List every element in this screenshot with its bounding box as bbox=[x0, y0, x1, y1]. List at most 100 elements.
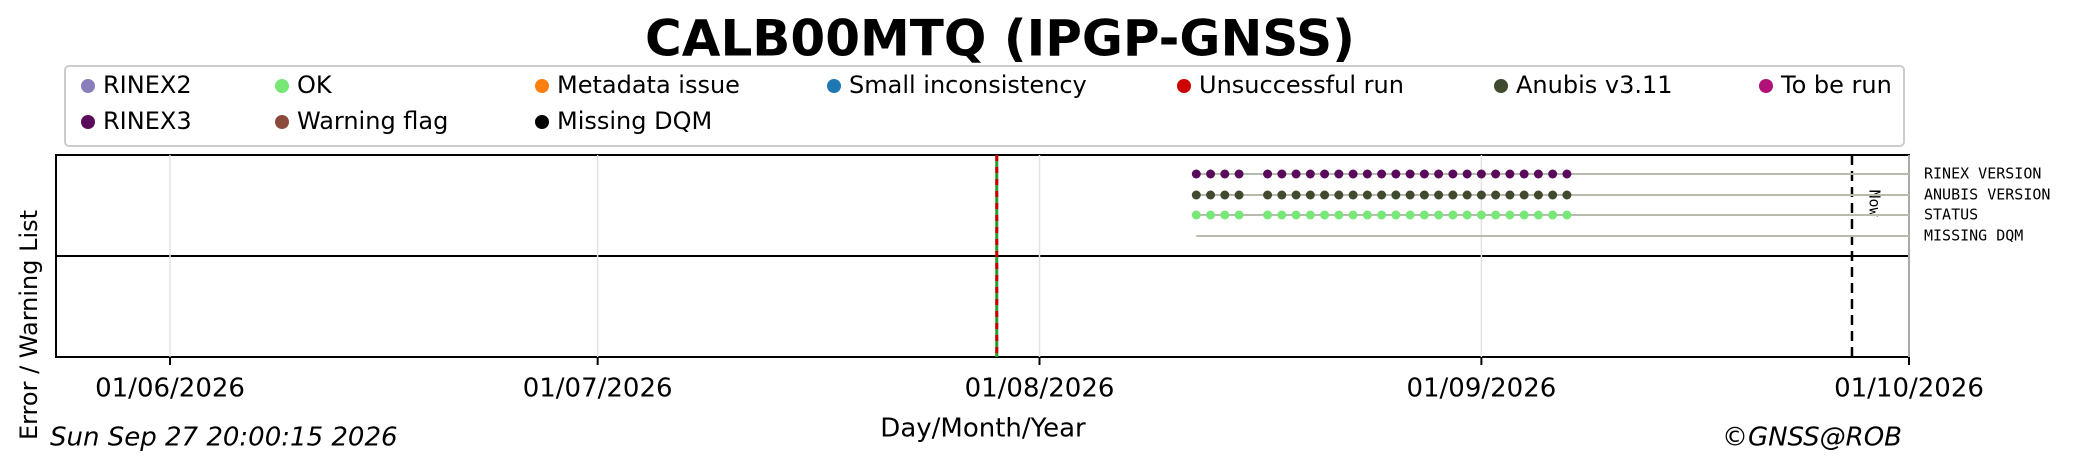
status-dot bbox=[1291, 169, 1301, 179]
status-dot bbox=[1476, 190, 1486, 200]
x-tick-label: 01/10/2026 bbox=[1834, 374, 1984, 404]
status-dot bbox=[1377, 210, 1387, 220]
status-dot bbox=[1562, 210, 1572, 220]
status-dot bbox=[1405, 169, 1415, 179]
status-dot bbox=[1277, 210, 1287, 220]
row-label: RINEX VERSION bbox=[1924, 165, 2041, 183]
chart-title: CALB00MTQ (IPGP-GNSS) bbox=[645, 10, 1355, 68]
status-dot bbox=[1348, 190, 1358, 200]
legend-box bbox=[64, 65, 1905, 147]
status-dot bbox=[1362, 169, 1372, 179]
status-dot bbox=[1491, 210, 1501, 220]
status-dot bbox=[1234, 190, 1244, 200]
x-tick-label: 01/08/2026 bbox=[965, 374, 1115, 404]
status-dot bbox=[1562, 169, 1572, 179]
status-dot bbox=[1191, 190, 1201, 200]
status-dot bbox=[1419, 169, 1429, 179]
status-dot bbox=[1263, 210, 1273, 220]
legend-marker bbox=[1177, 79, 1191, 93]
status-dot bbox=[1206, 210, 1216, 220]
legend-marker bbox=[1759, 79, 1773, 93]
status-dot bbox=[1491, 169, 1501, 179]
status-dot bbox=[1220, 190, 1230, 200]
status-dot bbox=[1519, 169, 1529, 179]
status-dot bbox=[1476, 210, 1486, 220]
legend-marker bbox=[827, 79, 841, 93]
y-axis-label: Error / Warning List bbox=[15, 210, 43, 440]
status-dot bbox=[1562, 190, 1572, 200]
status-dot bbox=[1377, 169, 1387, 179]
status-dot bbox=[1533, 190, 1543, 200]
legend-label: Missing DQM bbox=[557, 107, 712, 135]
x-tick-label: 01/07/2026 bbox=[523, 374, 673, 404]
status-dot bbox=[1548, 169, 1558, 179]
row-label: MISSING DQM bbox=[1924, 227, 2023, 245]
status-dot bbox=[1434, 169, 1444, 179]
status-dot bbox=[1462, 169, 1472, 179]
status-dot bbox=[1519, 190, 1529, 200]
status-dot bbox=[1548, 210, 1558, 220]
status-dot bbox=[1220, 169, 1230, 179]
status-dot bbox=[1548, 190, 1558, 200]
status-dot bbox=[1348, 169, 1358, 179]
status-dot bbox=[1220, 210, 1230, 220]
status-dot bbox=[1462, 210, 1472, 220]
legend-label: RINEX2 bbox=[103, 71, 192, 99]
legend-marker bbox=[81, 79, 95, 93]
legend-label: Anubis v3.11 bbox=[1516, 71, 1673, 99]
status-dot bbox=[1419, 190, 1429, 200]
status-dot bbox=[1448, 169, 1458, 179]
legend-label: Unsuccessful run bbox=[1199, 71, 1404, 99]
status-dot bbox=[1391, 210, 1401, 220]
legend-label: To be run bbox=[1780, 71, 1892, 99]
status-dot bbox=[1291, 210, 1301, 220]
status-dot bbox=[1334, 169, 1344, 179]
status-dot bbox=[1434, 210, 1444, 220]
status-dot bbox=[1533, 210, 1543, 220]
status-dot bbox=[1277, 169, 1287, 179]
status-dot bbox=[1263, 169, 1273, 179]
status-dot bbox=[1291, 190, 1301, 200]
status-dot bbox=[1334, 210, 1344, 220]
row-label: ANUBIS VERSION bbox=[1924, 186, 2050, 204]
x-tick-label: 01/09/2026 bbox=[1406, 374, 1556, 404]
status-dot bbox=[1305, 190, 1315, 200]
credit: ©GNSS@ROB bbox=[1722, 423, 1902, 453]
legend-label: OK bbox=[297, 71, 333, 99]
legend-label: Metadata issue bbox=[557, 71, 740, 99]
status-dot bbox=[1462, 190, 1472, 200]
status-dot bbox=[1391, 169, 1401, 179]
status-dot bbox=[1448, 210, 1458, 220]
status-dot bbox=[1476, 169, 1486, 179]
x-tick-label: 01/06/2026 bbox=[95, 374, 245, 404]
x-axis-label: Day/Month/Year bbox=[880, 414, 1086, 444]
status-dot bbox=[1377, 190, 1387, 200]
status-dot bbox=[1434, 190, 1444, 200]
timestamp: Sun Sep 27 20:00:15 2026 bbox=[50, 423, 398, 453]
legend-marker bbox=[275, 79, 289, 93]
status-dot bbox=[1391, 190, 1401, 200]
status-dot bbox=[1348, 210, 1358, 220]
status-dot bbox=[1505, 210, 1515, 220]
legend-marker bbox=[81, 115, 95, 129]
status-dot bbox=[1277, 190, 1287, 200]
status-dot bbox=[1320, 169, 1330, 179]
status-dot bbox=[1533, 169, 1543, 179]
legend-label: Warning flag bbox=[297, 107, 448, 135]
legend-marker bbox=[1494, 79, 1508, 93]
status-dot bbox=[1362, 190, 1372, 200]
legend-marker bbox=[535, 79, 549, 93]
legend-label: RINEX3 bbox=[103, 107, 192, 135]
status-dot bbox=[1320, 190, 1330, 200]
status-dot bbox=[1206, 169, 1216, 179]
status-dot bbox=[1405, 210, 1415, 220]
status-dot bbox=[1234, 210, 1244, 220]
status-dot bbox=[1519, 210, 1529, 220]
status-dot bbox=[1505, 169, 1515, 179]
status-dot bbox=[1320, 210, 1330, 220]
status-dot bbox=[1191, 210, 1201, 220]
status-dot bbox=[1191, 169, 1201, 179]
status-dot bbox=[1362, 210, 1372, 220]
status-dot bbox=[1405, 190, 1415, 200]
